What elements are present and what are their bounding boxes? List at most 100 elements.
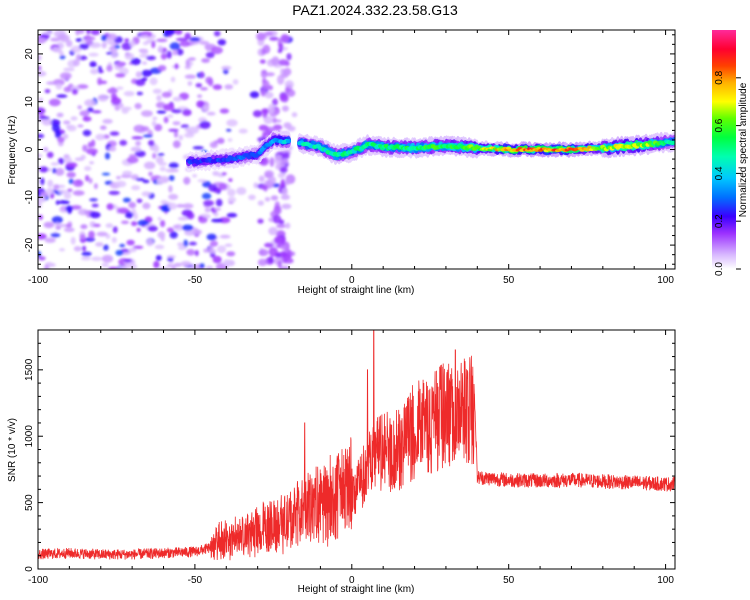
spectrogram-noise-blob (115, 249, 124, 256)
spectrogram-noise-blob (157, 153, 165, 157)
spectrogram-noise-blob (70, 205, 82, 210)
spectrogram-noise-blob (168, 185, 173, 193)
snr-x-ticks: -100 -50 0 50 100 (28, 330, 674, 586)
spectrogram-noise-blob (209, 240, 218, 247)
snr-x-axis-label: Height of straight line (km) (298, 584, 415, 595)
spectrogram-noise-blob (75, 38, 83, 42)
spectrogram-noise-blob (107, 88, 118, 94)
spectrogram-noise-blob (264, 170, 275, 178)
spectrogram-noise-blob (168, 193, 179, 200)
spectrogram-noise-blob (108, 190, 120, 195)
spectrogram-noise-blob (156, 110, 167, 114)
colorbar-ticks: 0.0 0.2 0.4 0.6 0.8 (714, 70, 741, 276)
spectrogram-noise-blob (217, 39, 227, 46)
spectrogram-noise-blob (201, 58, 211, 63)
spectrogram-noise-blob (264, 91, 274, 99)
spectrogram-noise-blob (115, 73, 126, 78)
y-tick-label: 1500 (24, 358, 35, 381)
spectrogram-noise-blob (74, 157, 85, 161)
spectrogram-noise-blob (152, 88, 162, 94)
spectrogram-noise-blob (249, 91, 260, 99)
spectrogram-noise-blob (125, 211, 134, 219)
spectrogram-noise-blob (212, 84, 223, 90)
spectrogram-noise-blob (280, 265, 290, 269)
spectrogram-noise-blob (160, 234, 165, 242)
spectrogram-noise-blob (192, 174, 198, 178)
spectrogram-noise-blob (183, 132, 195, 138)
spectrogram-noise-blob (199, 71, 205, 79)
spectrogram-noise-blob (277, 172, 285, 179)
spectrogram-noise-blob (82, 116, 92, 122)
spectrogram-noise-blob (106, 65, 113, 72)
spectrogram-noise-blob (121, 220, 129, 225)
spectrogram-noise-blob (167, 114, 174, 118)
spectrogram-noise-blob (79, 110, 90, 117)
spectrogram-noise-blob (280, 166, 288, 173)
spectrogram-noise-blob (158, 161, 168, 166)
spectrogram-noise-blob (77, 105, 82, 110)
spectrogram-noise-blob (257, 218, 264, 224)
spectrogram-noise-blob (135, 140, 142, 146)
spectrogram-noise-blob (226, 119, 238, 127)
spectrogram-noise-blob (166, 255, 176, 259)
spectrogram-noise-blob (112, 226, 118, 234)
spectrogram-noise-blob (47, 179, 54, 188)
spectrogram-noise-blob (192, 229, 203, 235)
spectrogram-noise-blob (179, 40, 191, 47)
spectrogram-track-cell (285, 139, 291, 144)
spectrogram-noise-blob (163, 103, 175, 111)
spectrogram-noise-blob (38, 153, 43, 158)
spectrogram-noise-blob (160, 200, 168, 205)
snr-y-axis-label: SNR (10 * v/v) (7, 418, 18, 482)
spectrogram-noise-blob (173, 262, 182, 267)
spectrogram-noise-blob (63, 191, 72, 200)
spectrogram-noise-blob (210, 46, 223, 55)
spectrogram-noise-blob (190, 265, 197, 269)
spectrogram-noise-blob (182, 203, 194, 209)
spectrogram-noise-blob (163, 30, 175, 36)
spectrogram-noise-blob (278, 42, 284, 52)
spectrogram-noise-blob (44, 89, 51, 94)
spectrogram-noise-blob (170, 76, 176, 83)
spectrogram-noise-blob (283, 152, 290, 160)
spectrogram-noise-blob (86, 148, 98, 155)
spectrogram-noise-blob (101, 42, 107, 49)
spectrogram-noise-blob (174, 30, 183, 35)
spectrogram-noise-blob (89, 161, 94, 165)
spectrogram-noise-blob (51, 216, 63, 224)
spectrogram-noise-blob (175, 37, 188, 42)
spectrogram-noise-blob (52, 47, 62, 52)
spectrogram-noise-blob (168, 202, 178, 210)
spectrogram-noise-blob (169, 42, 181, 51)
spectrogram-noise-blob (168, 162, 179, 169)
y-tick-label: 1000 (24, 425, 35, 448)
spectrogram-noise-blob (140, 49, 149, 55)
spectrogram-noise-blob (104, 152, 111, 160)
spectrogram-noise-blob (269, 36, 279, 41)
spectrogram-noise-blob (101, 34, 107, 42)
spectrogram-noise-blob (289, 251, 296, 257)
spectrogram-noise-blob (186, 249, 196, 256)
snr-y-ticks: 0 500 1000 1500 (24, 329, 675, 572)
spectrogram-noise-blob (215, 198, 223, 207)
spectrogram-noise-blob (284, 179, 290, 186)
spectrogram-noise-blob (55, 83, 63, 90)
snr-series-line (38, 330, 675, 561)
spectrogram-noise-blob (217, 245, 227, 253)
spectrogram-noise-blob (213, 212, 219, 217)
spectrogram-noise-blob (46, 81, 58, 85)
spectrogram-noise-blob (143, 161, 156, 170)
spectrogram-noise-blob (105, 223, 114, 228)
spectrogram-noise-blob (209, 141, 218, 149)
spectrogram-noise-blob (55, 130, 62, 139)
spectrogram-noise-blob (165, 168, 177, 173)
spectrogram-noise-blob (183, 239, 189, 248)
spectrogram-noise-blob (152, 152, 157, 159)
spectrogram-noise-blob (139, 34, 149, 39)
y-tick-label: 500 (24, 494, 35, 511)
spectrogram-noise-blob (263, 116, 273, 124)
spectrogram-noise-blob (172, 49, 178, 56)
spectrogram-noise-blob (91, 256, 103, 261)
spectrogram-noise-blob (46, 151, 54, 159)
spectrogram-noise-blob (55, 222, 60, 229)
